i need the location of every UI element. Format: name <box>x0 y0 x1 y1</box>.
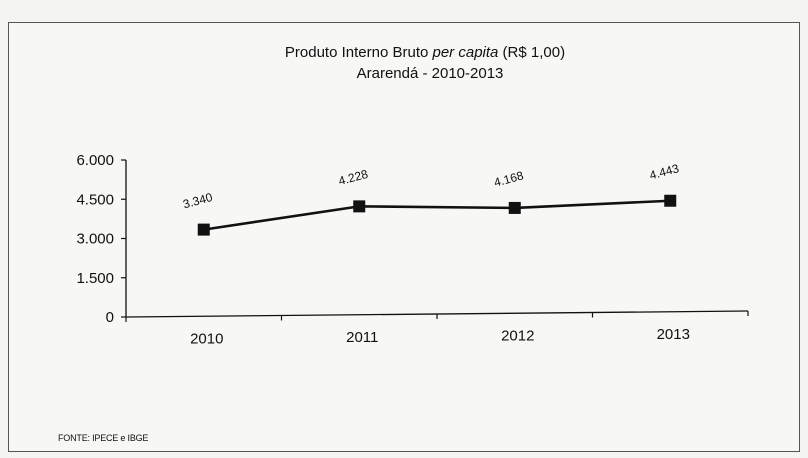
y-tick-label: 6.000 <box>76 152 114 169</box>
data-label: 4.228 <box>337 167 370 188</box>
data-point-marker <box>664 194 677 207</box>
y-tick-label: 0 <box>106 309 114 326</box>
series-line <box>203 199 671 231</box>
data-point-marker <box>353 200 366 213</box>
chart-subtitle: Ararendá - 2010-2013 <box>357 65 504 82</box>
data-point-marker <box>197 223 210 236</box>
x-tick-label: 2013 <box>657 326 690 343</box>
x-tick-label: 2010 <box>190 330 223 347</box>
data-label: 3.340 <box>181 190 214 211</box>
x-tick-label: 2011 <box>346 329 378 346</box>
axes: 0 1.500 3.000 4.500 6.000 2010 2011 2012 2013 <box>76 152 749 347</box>
data-point-marker <box>508 201 521 214</box>
data-label: 4.443 <box>648 161 681 182</box>
series-group: 3.340 4.228 4.168 4.443 <box>181 161 681 236</box>
chart-frame <box>8 22 800 452</box>
y-tick-label: 1.500 <box>76 270 114 287</box>
y-tick-label: 3.000 <box>76 231 114 248</box>
data-label: 4.168 <box>492 168 525 189</box>
chart-title: Produto Interno Bruto per capita (R$ 1,0… <box>285 44 565 61</box>
y-tick-label: 4.500 <box>76 191 114 208</box>
x-tick-label: 2012 <box>501 327 534 344</box>
source-note: FONTE: IPECE e IBGE <box>58 433 149 443</box>
